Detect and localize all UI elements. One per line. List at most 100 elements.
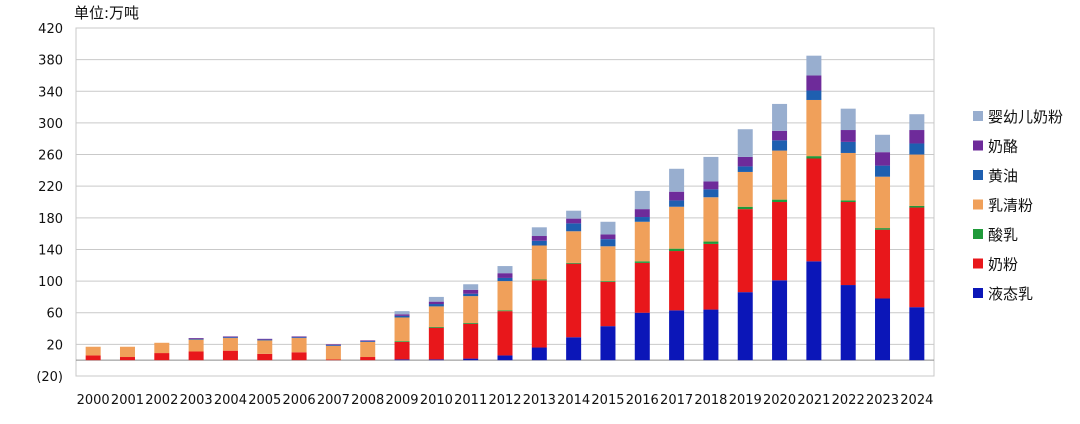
bar-segment <box>703 181 719 190</box>
y-tick-label: 100 <box>38 275 63 290</box>
bar-segment <box>909 207 925 308</box>
bar-segment <box>394 311 410 315</box>
bar-segment <box>703 197 719 242</box>
bar-segment <box>806 75 822 91</box>
bar-segment <box>257 353 273 361</box>
legend-label: 乳清粉 <box>988 197 1033 215</box>
bar-segment <box>325 344 341 346</box>
legend-swatch <box>973 170 983 180</box>
x-tick-label: 2005 <box>248 393 281 408</box>
x-tick-label: 2014 <box>557 393 590 408</box>
bar-segment <box>600 234 616 240</box>
bar-segment <box>394 341 410 360</box>
x-tick-label: 2001 <box>111 393 144 408</box>
bar-segment <box>806 156 822 159</box>
bar-segment <box>875 229 891 299</box>
bar-segment <box>566 263 582 338</box>
bar-segment <box>772 103 788 131</box>
bar-segment <box>909 307 925 361</box>
bar-segment <box>600 246 616 282</box>
bar-segment <box>222 350 238 361</box>
bar-segment <box>257 338 273 340</box>
bar-segment <box>875 152 891 166</box>
bar-segment <box>875 176 891 229</box>
bar-segment <box>497 355 513 361</box>
legend-label: 婴幼儿奶粉 <box>988 108 1063 126</box>
x-tick-label: 2019 <box>729 393 762 408</box>
x-tick-label: 2013 <box>523 393 556 408</box>
bar-segment <box>600 239 616 247</box>
bar-segment <box>875 298 891 361</box>
bar-segment <box>703 189 719 198</box>
x-tick-label: 2000 <box>77 393 110 408</box>
y-tick-label: 20 <box>46 338 63 353</box>
y-tick-label: 180 <box>38 212 63 227</box>
bar-segment <box>85 355 101 361</box>
bar-segment <box>840 141 856 153</box>
bar-segment <box>840 202 856 286</box>
bar-segment <box>85 346 101 356</box>
bar-segment <box>669 206 685 249</box>
bar-segment <box>669 191 685 201</box>
bar-segment <box>669 168 685 192</box>
y-tick-label: 260 <box>38 149 63 164</box>
bar-segment <box>566 223 582 232</box>
bar-segment <box>188 338 204 339</box>
bar-segment <box>737 156 753 167</box>
x-tick-label: 2003 <box>180 393 213 408</box>
legend-label: 酸乳 <box>988 226 1018 244</box>
bar-segment <box>463 323 479 324</box>
x-tick-label: 2006 <box>283 393 316 408</box>
bar-segment <box>360 341 376 342</box>
x-tick-label: 2010 <box>420 393 453 408</box>
bar-segment <box>497 273 513 278</box>
x-tick-label: 2016 <box>626 393 659 408</box>
x-tick-label: 2017 <box>660 393 693 408</box>
bar-segment <box>291 352 307 361</box>
y-tick-label: 60 <box>46 307 63 322</box>
bar-segment <box>806 55 822 76</box>
bar-segment <box>463 296 479 324</box>
x-tick-label: 2002 <box>145 393 178 408</box>
bar-segment <box>394 315 410 318</box>
bar-segment <box>325 359 341 361</box>
bar-segment <box>669 248 685 252</box>
bar-segment <box>463 284 479 290</box>
bar-segment <box>531 240 547 246</box>
legend-swatch <box>973 288 983 298</box>
x-tick-label: 2004 <box>214 393 247 408</box>
bar-segment <box>257 339 273 341</box>
bar-segment <box>566 231 582 263</box>
bar-segment <box>840 152 856 201</box>
bar-segment <box>119 346 135 358</box>
bar-segment <box>772 280 788 361</box>
bar-segment <box>600 326 616 361</box>
x-tick-label: 2024 <box>900 393 933 408</box>
legend-label: 液态乳 <box>988 285 1033 303</box>
bar-segment <box>428 326 444 328</box>
bar-segment <box>634 190 650 210</box>
y-tick-label: 300 <box>38 117 63 132</box>
x-tick-label: 2008 <box>351 393 384 408</box>
y-tick-label: 380 <box>38 54 63 69</box>
bar-segment <box>600 281 616 282</box>
bar-segment <box>257 340 273 354</box>
bar-segment <box>291 337 307 339</box>
bar-segment <box>772 199 788 202</box>
bar-segment <box>909 114 925 131</box>
bar-segment <box>840 108 856 131</box>
bar-segment <box>840 285 856 361</box>
bar-segment <box>222 336 238 338</box>
bar-segment <box>463 358 479 361</box>
bar-segment <box>566 210 582 219</box>
bar-segment <box>428 301 444 305</box>
bar-segment <box>360 357 376 361</box>
bar-segment <box>222 338 238 351</box>
bar-segment <box>840 200 856 202</box>
bar-segment <box>154 342 170 354</box>
legend-swatch <box>973 199 983 210</box>
x-tick-label: 2007 <box>317 393 350 408</box>
bar-segment <box>394 314 410 316</box>
